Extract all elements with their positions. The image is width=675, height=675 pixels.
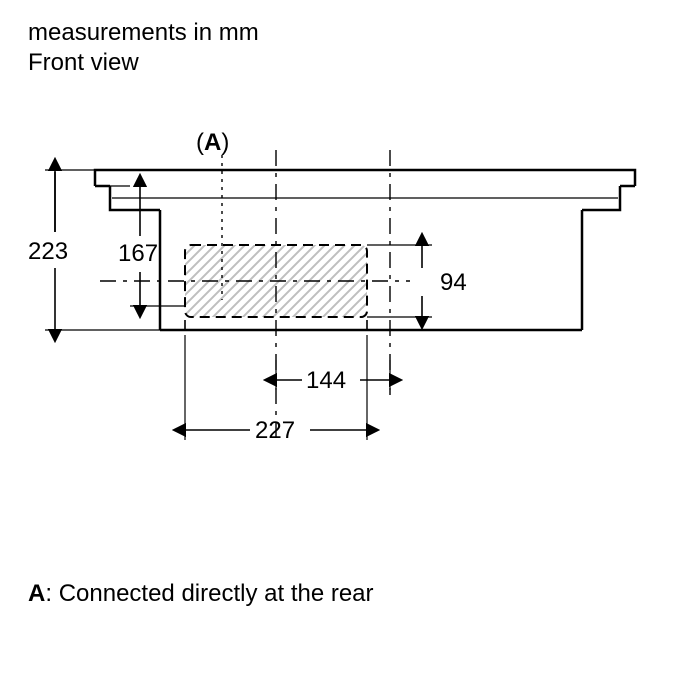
footnote: A: Connected directly at the rear [28,580,374,608]
footnote-letter: A [28,580,45,607]
footnote-sep: : [45,580,58,607]
dimension-144: 144 [276,360,390,394]
callout-open: ( [196,129,204,156]
technical-drawing: 223 167 94 144 227 (A) [0,0,675,490]
callout-a: (A) [196,129,229,156]
footnote-text: Connected directly at the rear [59,580,374,607]
svg-text:(A): (A) [196,129,229,156]
callout-close: ) [221,129,229,156]
callout-letter: A [204,129,221,156]
dim-94-value: 94 [440,269,467,296]
dimension-167: 167 [110,186,185,306]
dim-167-value: 167 [118,240,158,267]
dim-227-value: 227 [255,417,295,444]
dim-144-value: 144 [306,367,346,394]
dim-223-value: 223 [28,238,68,265]
